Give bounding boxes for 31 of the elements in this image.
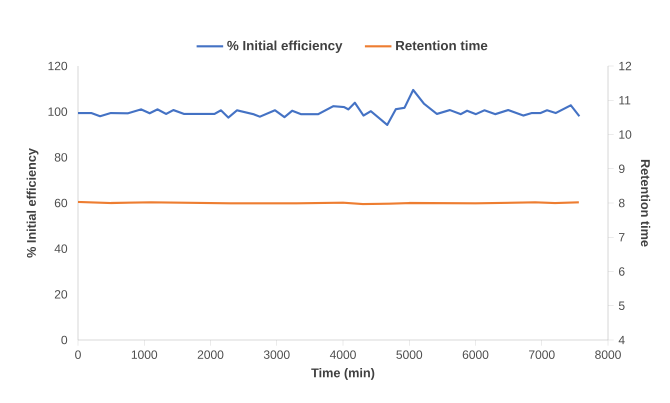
legend-label: % Initial efficiency [227,40,342,53]
y2-tick-label: 9 [618,164,625,174]
y2-tick-label: 7 [619,233,624,242]
y2-tick-label: 12 [619,62,632,70]
x-tick-label: 4000 [330,350,356,359]
y2-tick-label: 8 [618,198,625,208]
x-tick-label: 5000 [396,350,422,359]
y-tick-label: 0 [61,336,68,344]
y-tick-label: 40 [54,244,68,253]
y2-tick-label: 10 [619,130,632,139]
y-axis-title: % Initial efficiency [26,148,38,258]
y2-tick-label: 5 [618,302,625,310]
x-tick-label: 1000 [132,350,158,359]
y-tick-label: 80 [54,153,68,162]
y2-tick-label: 11 [619,96,630,104]
y-tick-label: 60 [54,198,68,208]
y-tick-label: 20 [54,290,68,299]
x-tick-label: 0 [75,350,81,359]
y-tick-label: 100 [48,107,68,116]
x-tick-label: 6000 [462,350,488,359]
x-axis-title: Time (min) [311,368,374,380]
y2-tick-label: 4 [618,336,625,344]
y2-tick-label: 6 [619,267,625,276]
x-tick-label: 3000 [264,350,290,359]
y-tick-label: 120 [48,62,68,70]
x-tick-label: 7000 [529,350,555,359]
x-tick-label: 8000 [595,350,621,359]
x-tick-label: 2000 [198,350,224,359]
legend-label: Retention time [396,40,488,50]
line-series [78,88,580,126]
y2-axis-title: Retention time [640,160,650,247]
